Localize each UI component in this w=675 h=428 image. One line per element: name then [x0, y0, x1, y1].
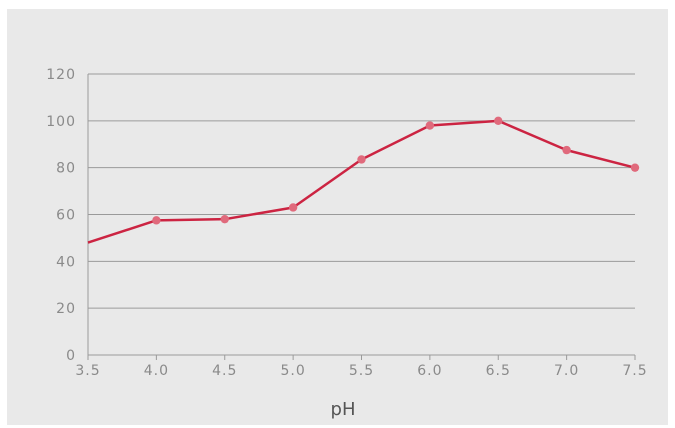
gridlines — [87, 73, 635, 356]
y-tick-label: 120 — [46, 67, 76, 83]
x-axis-ticks: 3.5 4.0 4.5 5.0 5.5 6.0 6.5 7.0 7.5 — [75, 355, 647, 379]
x-tick-label: 4.0 — [144, 363, 169, 379]
data-point — [288, 203, 298, 212]
data-point — [220, 214, 229, 224]
y-axis-ticks: 0 20 40 60 80 100 120 — [46, 67, 76, 364]
y-tick-label: 20 — [56, 301, 76, 317]
y-tick-label: 80 — [56, 161, 76, 177]
data-point — [630, 163, 640, 172]
x-tick-label: 5.5 — [349, 363, 374, 379]
y-tick-label: 40 — [56, 254, 76, 270]
y-tick-label: 60 — [56, 208, 76, 224]
x-tick-label: 3.5 — [75, 363, 100, 379]
x-tick-label: 4.5 — [212, 363, 237, 379]
x-tick-label: 5.0 — [280, 363, 305, 379]
data-point — [357, 155, 366, 164]
series-layer — [87, 116, 640, 244]
data-point — [494, 116, 503, 126]
data-point — [425, 121, 435, 130]
x-tick-label: 6.5 — [486, 363, 511, 379]
series-line — [87, 119, 636, 244]
chart-panel: 0 20 40 60 80 100 120 3.5 4.0 4.5 5.0 5.5 6.0 6.5 7.0… — [7, 9, 668, 425]
x-tick-label: 7.5 — [622, 363, 647, 379]
x-tick-label: 7.0 — [554, 363, 579, 379]
data-point — [562, 145, 571, 155]
x-axis-label: pH — [331, 399, 356, 420]
data-point — [152, 216, 161, 225]
y-tick-label: 0 — [66, 348, 76, 364]
y-tick-label: 100 — [46, 114, 76, 130]
x-tick-label: 6.0 — [417, 363, 442, 379]
line-chart: 0 20 40 60 80 100 120 3.5 4.0 4.5 5.0 5.5 6.0 6.5 7.0… — [46, 67, 647, 420]
